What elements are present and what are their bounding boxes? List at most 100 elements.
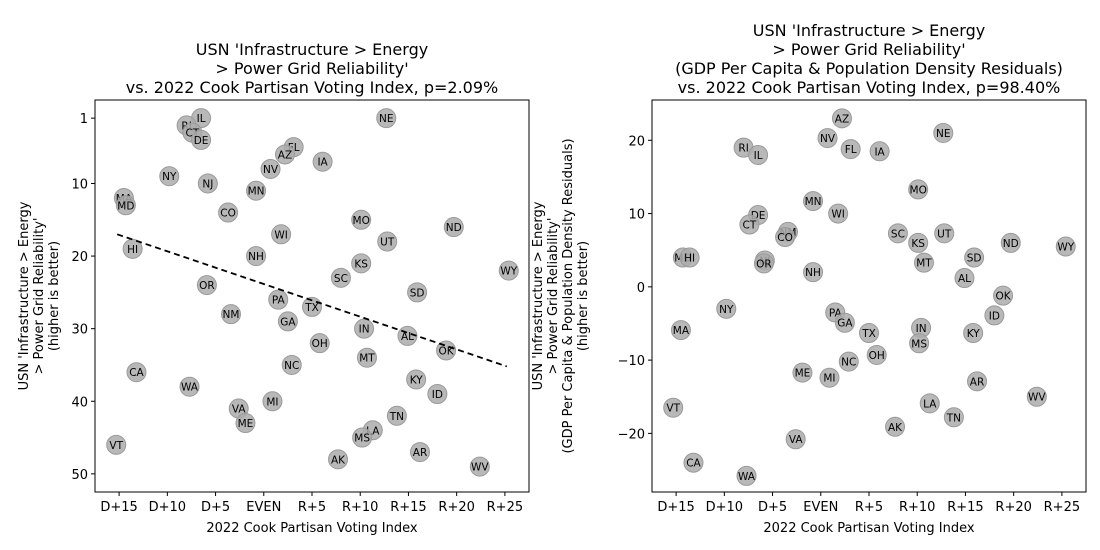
data-point-marker xyxy=(328,449,349,470)
point-ky: KY xyxy=(963,323,984,344)
left-scatter-chart: USN 'Infrastructure > Energy> Power Grid… xyxy=(17,40,530,536)
y-tick-label: 0 xyxy=(637,281,645,296)
data-point-label: NY xyxy=(719,304,734,316)
point-mi: MI xyxy=(819,367,840,388)
data-point-label: WA xyxy=(181,382,199,394)
data-point-label: LA xyxy=(923,398,937,410)
data-point-marker xyxy=(803,191,824,212)
x-tick-label: R+25 xyxy=(487,500,523,515)
data-point-label: SC xyxy=(891,228,905,240)
point-ok: OK xyxy=(993,285,1014,306)
point-ky: KY xyxy=(406,369,427,390)
data-point-marker xyxy=(386,405,407,426)
data-point-label: GA xyxy=(837,318,853,330)
data-point-label: ID xyxy=(989,310,1000,322)
data-point-marker xyxy=(191,129,212,150)
point-sd: SD xyxy=(964,247,985,268)
point-wv: WV xyxy=(1026,386,1047,407)
point-or: OR xyxy=(753,253,774,274)
data-point-label: FL xyxy=(845,144,857,156)
chart-title-line: (GDP Per Capita & Population Density Res… xyxy=(675,59,1063,78)
data-point-marker xyxy=(663,397,684,418)
data-point-label: NE xyxy=(936,128,951,140)
data-point-marker xyxy=(354,318,375,339)
point-nv: NV xyxy=(817,128,838,149)
plot-frame xyxy=(651,99,1087,493)
y-axis-label-line: > Power Grid Reliability' xyxy=(546,218,561,375)
data-point-label: NC xyxy=(841,357,856,369)
data-point-marker xyxy=(670,320,691,341)
x-tick-label: D+5 xyxy=(758,500,787,515)
x-tick-label: D+5 xyxy=(201,500,230,515)
data-point-label: AL xyxy=(958,273,971,285)
data-point-marker xyxy=(122,238,143,259)
x-tick-label: R+5 xyxy=(298,500,326,515)
point-wv: WV xyxy=(469,456,490,477)
point-mo: MO xyxy=(351,209,372,230)
data-point-label: NJ xyxy=(202,178,213,190)
data-point-label: KS xyxy=(354,258,368,270)
x-axis-label: 2022 Cook Partisan Voting Index xyxy=(763,521,975,536)
data-point-label: NH xyxy=(248,251,264,263)
x-tick-label: D+15 xyxy=(657,500,694,515)
point-ar: AR xyxy=(967,371,988,392)
data-point-label: AZ xyxy=(835,113,849,125)
data-point-label: MD xyxy=(117,200,134,212)
y-tick-label: 10 xyxy=(628,208,645,223)
point-ia: IA xyxy=(312,151,333,172)
data-point-marker xyxy=(748,144,769,165)
data-point-marker xyxy=(351,253,372,274)
point-va: VA xyxy=(785,429,806,450)
data-point-marker xyxy=(376,108,397,129)
data-point-label: GA xyxy=(280,316,296,328)
point-oh: OH xyxy=(866,344,887,365)
data-point-marker xyxy=(356,347,377,368)
data-point-label: AL xyxy=(401,331,414,343)
data-point-marker xyxy=(834,312,855,333)
data-point-label: NM xyxy=(223,309,240,321)
point-tn: TN xyxy=(386,405,407,426)
point-vt: VT xyxy=(663,397,684,418)
x-tick-label: R+15 xyxy=(947,500,983,515)
data-point-label: CA xyxy=(129,367,144,379)
point-wy: WY xyxy=(498,260,519,281)
point-tn: TN xyxy=(943,407,964,428)
data-point-label: OK xyxy=(438,345,454,357)
data-point-label: OR xyxy=(756,258,772,270)
data-point-label: CA xyxy=(686,458,701,470)
data-point-marker xyxy=(1055,236,1076,257)
data-point-marker xyxy=(819,367,840,388)
point-ks: KS xyxy=(908,232,929,253)
data-point-label: CO xyxy=(777,232,793,244)
point-wy: WY xyxy=(1055,236,1076,257)
data-point-label: WA xyxy=(738,471,756,483)
data-point-marker xyxy=(377,231,398,252)
x-tick-label: R+10 xyxy=(342,500,378,515)
point-az: AZ xyxy=(274,144,295,165)
data-point-label: VA xyxy=(232,404,247,416)
y-tick-label: 40 xyxy=(71,395,88,410)
data-point-label: WI xyxy=(274,229,287,241)
data-point-marker xyxy=(785,429,806,450)
data-point-label: MT xyxy=(916,258,932,270)
data-point-marker xyxy=(679,247,700,268)
data-point-marker xyxy=(964,247,985,268)
y-axis-label-line: USN 'Infrastructure > Energy xyxy=(531,201,546,390)
data-point-marker xyxy=(683,452,704,473)
point-il: IL xyxy=(191,108,212,129)
x-tick-label: D+10 xyxy=(149,500,186,515)
trendline xyxy=(116,233,508,368)
data-point-label: SD xyxy=(967,253,982,265)
point-sc: SC xyxy=(330,267,351,288)
data-point-label: MO xyxy=(353,215,370,227)
data-point-label: MS xyxy=(911,338,927,350)
point-vt: VT xyxy=(106,434,127,455)
data-point-label: ME xyxy=(795,368,811,380)
point-nh: NH xyxy=(803,262,824,283)
data-point-label: HI xyxy=(684,253,695,265)
y-axis-label-line: (GDP Per Capita & Population Density Res… xyxy=(561,138,576,453)
data-point-label: AK xyxy=(331,454,346,466)
data-point-marker xyxy=(828,203,849,224)
point-ny: NY xyxy=(159,166,180,187)
